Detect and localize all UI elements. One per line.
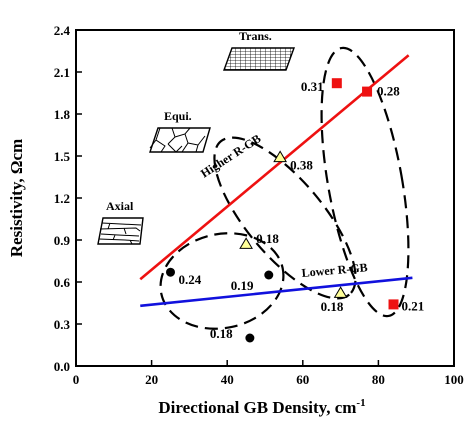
data-label: 0.18: [256, 231, 279, 246]
data-point-triangle: [273, 150, 287, 163]
x-axis-title: Directional GB Density, cm-1: [158, 397, 365, 417]
data-point-square: [331, 78, 342, 89]
data-label: 0.18: [321, 299, 344, 314]
y-tick-label: 2.4: [54, 23, 71, 38]
inset-label-trans: Trans.: [239, 29, 272, 43]
y-axis-title: Resistivity, Ωcm: [7, 139, 26, 257]
data-point-square: [388, 299, 399, 310]
transverse-microstructure-icon: Trans.: [223, 29, 295, 71]
y-tick-label: 1.8: [54, 107, 71, 122]
data-label: 0.31: [301, 79, 324, 94]
data-point-square: [362, 86, 373, 97]
cluster-ellipse-low: [159, 232, 285, 330]
axial-microstructure-icon: Axial: [97, 199, 144, 245]
x-tick-label: 60: [296, 372, 309, 387]
data-labels: 0.24 0.19 0.18 0.18 0.38 0.18 0.31 0.28 0.21: [179, 79, 425, 341]
data-point-circle: [264, 270, 274, 280]
axes: 0 20 40 60 80 100 0.0 0.3 0.6 0.9 1.2 1.5 1.8 2.1 2.4: [54, 23, 464, 387]
y-tick-label: 1.2: [54, 191, 70, 206]
cluster-ellipse-mid: [213, 136, 357, 300]
y-tick-label: 0.6: [54, 275, 71, 290]
data-point-triangle: [239, 237, 253, 249]
data-label: 0.19: [231, 278, 254, 293]
trend-line-lower: [140, 276, 413, 308]
data-label: 0.24: [179, 272, 202, 287]
x-tick-label: 80: [372, 372, 385, 387]
trend-label-higher: Higher R-GB: [198, 131, 263, 180]
trend-label-lower: Lower R-GB: [301, 260, 368, 280]
inset-label-axial: Axial: [106, 199, 134, 213]
data-point-triangle: [333, 286, 348, 298]
x-tick-label: 0: [73, 372, 80, 387]
data-point-circle: [166, 267, 175, 277]
x-tick-label: 40: [221, 372, 234, 387]
y-tick-label: 0.9: [54, 233, 71, 248]
cluster-ellipses: [159, 46, 410, 330]
y-tick-label: 0.3: [54, 317, 71, 332]
data-label: 0.18: [210, 326, 233, 341]
y-tick-label: 0.0: [54, 359, 70, 374]
data-label: 0.28: [377, 84, 400, 99]
data-points: [166, 78, 399, 343]
inset-label-equi: Equi.: [164, 109, 192, 123]
x-tick-label: 100: [444, 372, 464, 387]
data-label: 0.38: [290, 157, 313, 172]
y-tick-label: 2.1: [54, 65, 70, 80]
cluster-ellipse-high: [320, 46, 410, 318]
data-point-circle: [245, 333, 255, 343]
insets: Trans. Equi. Axial: [97, 29, 295, 245]
plot-frame: [75, 29, 455, 367]
equiaxed-microstructure-icon: Equi.: [149, 109, 211, 153]
y-tick-label: 1.5: [54, 149, 71, 164]
x-tick-label: 20: [145, 372, 158, 387]
data-label: 0.21: [402, 298, 425, 313]
